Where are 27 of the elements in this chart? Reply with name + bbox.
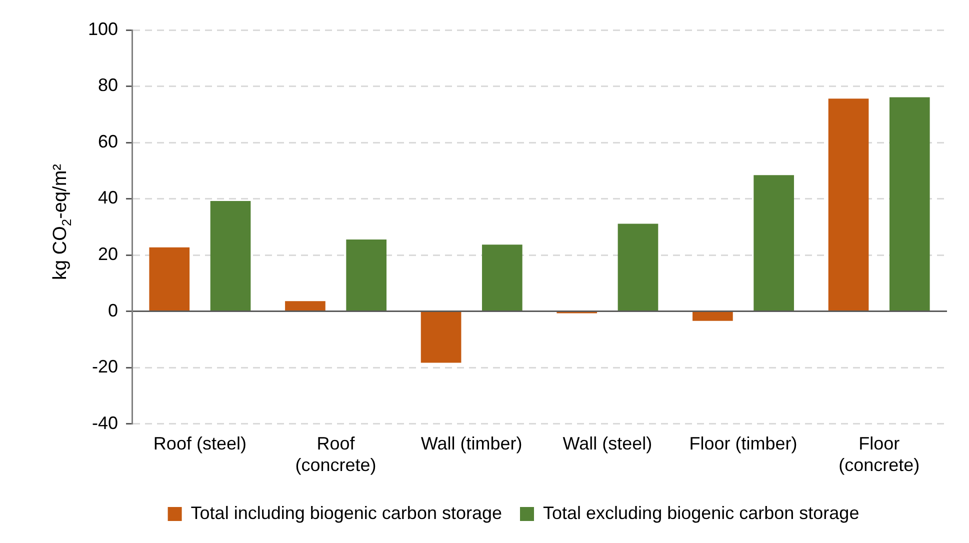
- bar: [618, 224, 658, 311]
- y-tick-label: -20: [92, 356, 118, 377]
- y-tick-label: 80: [98, 75, 118, 96]
- x-tick-label: Roof (concrete): [295, 434, 376, 476]
- bar: [346, 240, 387, 311]
- y-tick-label: 20: [98, 244, 118, 264]
- x-tick-label: Roof (steel): [153, 434, 246, 454]
- y-tick-label: 0: [108, 300, 118, 320]
- x-tick-label: Floor (concrete): [838, 434, 920, 476]
- x-tick-label: Wall (timber): [420, 434, 522, 454]
- bar: [889, 97, 930, 311]
- y-tick-label: -40: [92, 412, 118, 433]
- bar: [828, 98, 869, 311]
- y-tick-label: 100: [88, 18, 118, 39]
- bar: [285, 301, 326, 311]
- x-tick-label: Floor (timber): [689, 434, 798, 454]
- bar: [692, 312, 733, 321]
- bar: [420, 312, 462, 363]
- bar: [210, 201, 251, 311]
- y-tick-label: 40: [98, 188, 118, 208]
- bar: [482, 244, 522, 311]
- bar: [149, 247, 190, 311]
- legend-label: Total including biogenic carbon storage: [190, 502, 502, 523]
- x-tick-label: Wall (steel): [562, 434, 652, 454]
- bar: [754, 175, 794, 311]
- legend-label: Total excluding biogenic carbon storage: [543, 502, 860, 523]
- y-tick-label: 60: [98, 131, 118, 152]
